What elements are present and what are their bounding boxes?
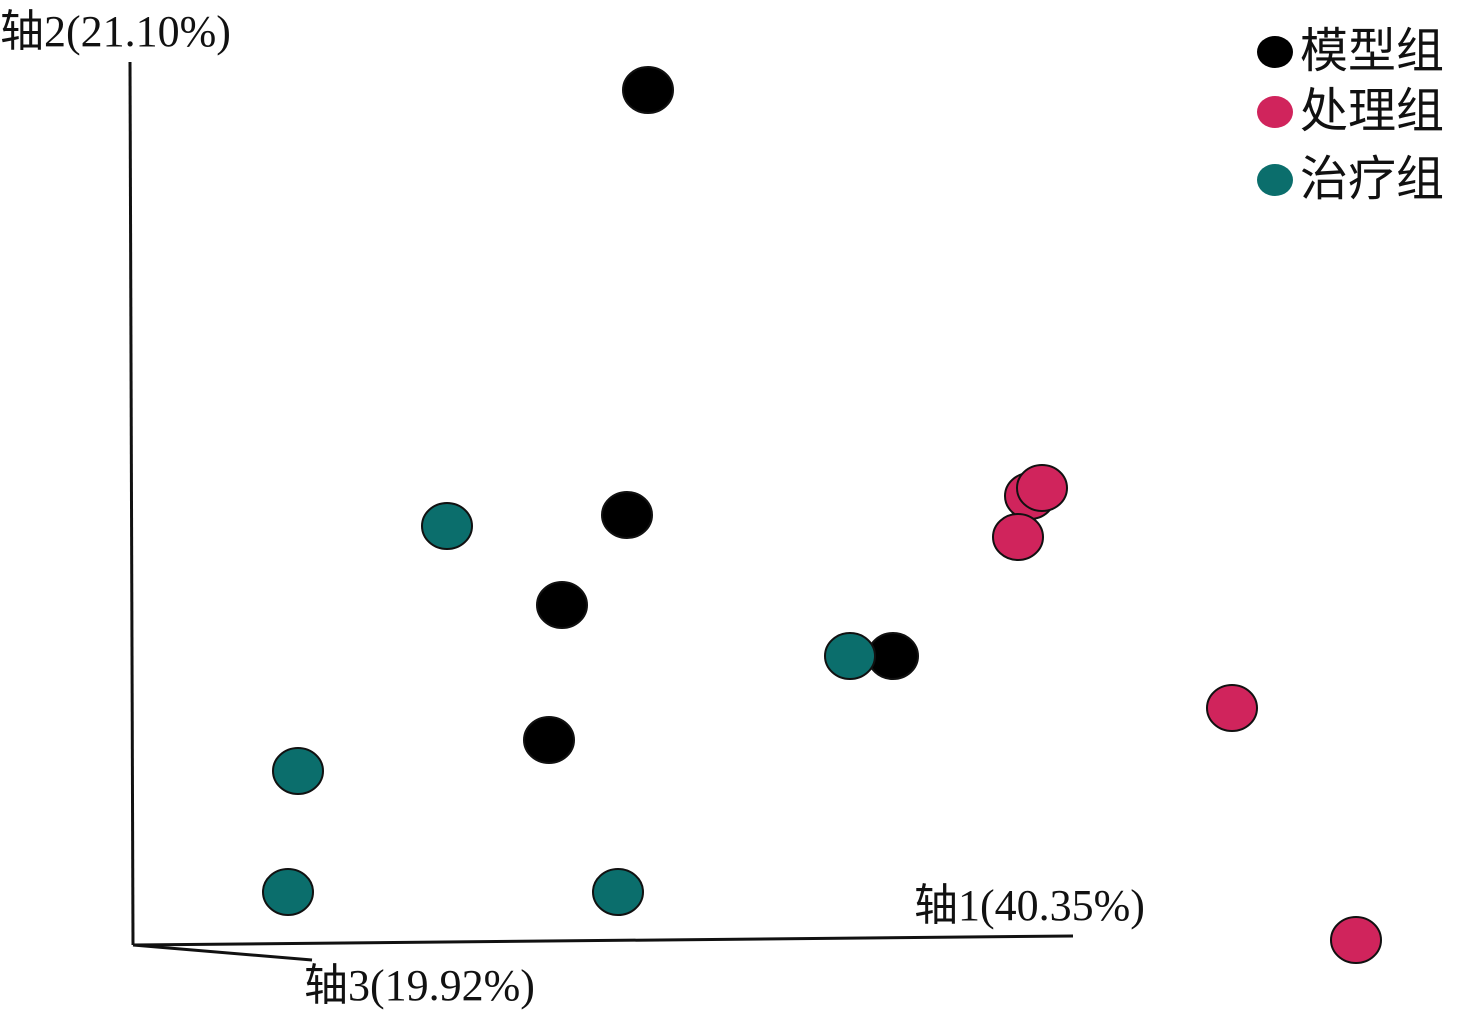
z-axis-label: 轴3(19.92%) — [304, 961, 535, 1010]
y-axis-label: 轴2(21.10%) — [0, 7, 231, 56]
legend-text: 治疗组 — [1300, 153, 1444, 206]
point — [262, 868, 314, 916]
point — [824, 632, 876, 680]
point — [421, 502, 473, 550]
point — [536, 581, 588, 629]
z-axis — [132, 943, 313, 962]
x-axis — [132, 934, 1074, 947]
point — [1206, 684, 1258, 732]
point — [992, 513, 1044, 561]
legend-text: 处理组 — [1300, 85, 1444, 138]
point — [601, 491, 653, 539]
x-axis-label: 轴1(40.35%) — [914, 881, 1145, 930]
point — [592, 868, 644, 916]
legend-marker — [1257, 96, 1293, 128]
point — [272, 747, 324, 795]
legend-marker — [1257, 36, 1293, 68]
legend-marker — [1257, 164, 1293, 196]
point — [1330, 916, 1382, 964]
y-axis — [128, 61, 135, 946]
point — [523, 716, 575, 764]
legend-text: 模型组 — [1300, 25, 1444, 78]
point — [1016, 464, 1068, 512]
point — [622, 66, 674, 114]
